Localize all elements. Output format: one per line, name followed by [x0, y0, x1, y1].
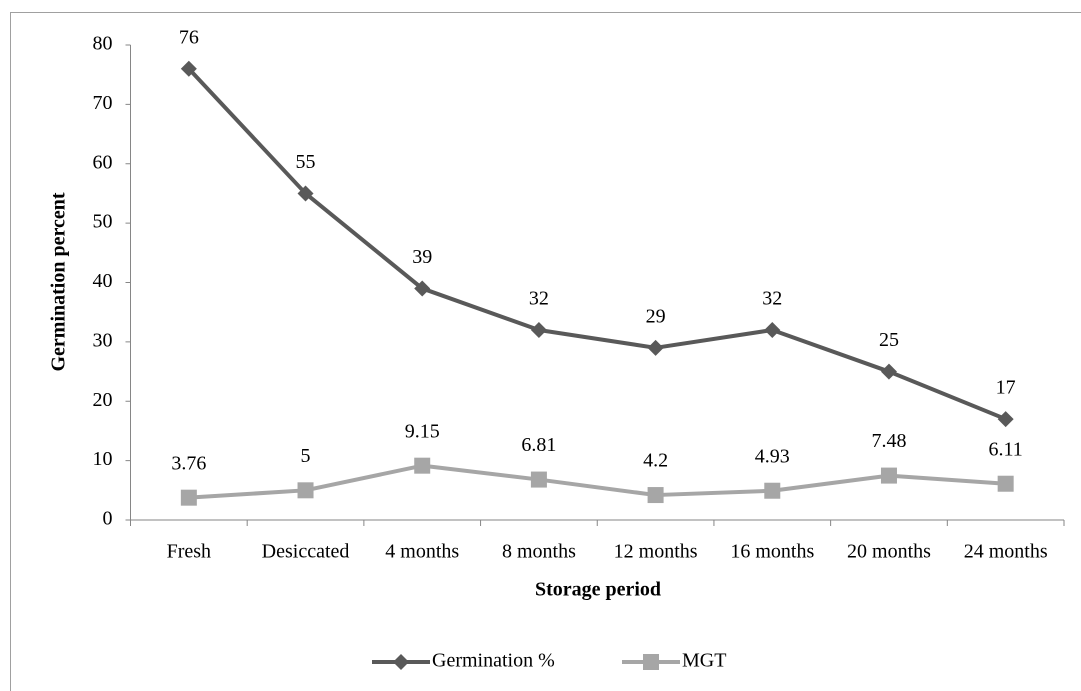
data-point — [414, 457, 431, 474]
data-label: 6.11 — [989, 438, 1023, 460]
series-line — [188, 463, 1006, 500]
x-tick-label: 4 months — [385, 541, 459, 563]
y-axis-title: Germination percent — [48, 192, 70, 371]
legend-label: Germination % — [432, 650, 555, 672]
legend-marker — [643, 654, 659, 670]
y-tick-label: 60 — [93, 151, 113, 173]
data-label: 32 — [762, 288, 782, 310]
data-point — [764, 482, 781, 499]
legend-marker — [393, 654, 409, 670]
x-tick-label: 8 months — [502, 541, 576, 563]
x-axis-title: Storage period — [535, 579, 661, 601]
data-point — [880, 467, 897, 484]
x-tick-label: 20 months — [847, 541, 931, 563]
data-label: 9.15 — [405, 420, 440, 442]
x-tick-label: 16 months — [730, 541, 814, 563]
data-point — [647, 487, 664, 504]
series-line — [187, 67, 1007, 421]
y-tick-label: 30 — [93, 329, 113, 351]
data-point — [997, 475, 1014, 492]
data-label: 5 — [301, 445, 311, 467]
data-label: 4.2 — [643, 450, 668, 472]
x-tick-label: 24 months — [964, 541, 1048, 563]
data-point — [764, 322, 781, 338]
data-point — [180, 489, 197, 506]
chart-border — [10, 12, 1081, 691]
legend-label: MGT — [682, 650, 726, 672]
data-label: 25 — [879, 329, 899, 351]
data-label: 17 — [996, 377, 1016, 399]
data-label: 55 — [296, 151, 316, 173]
data-point — [997, 411, 1014, 428]
data-label: 6.81 — [521, 434, 556, 456]
y-tick-label: 80 — [93, 33, 113, 55]
y-tick-label: 70 — [93, 92, 113, 114]
data-point — [530, 471, 547, 488]
x-tick-label: 12 months — [614, 541, 698, 563]
data-point — [180, 60, 197, 77]
data-label: 32 — [529, 288, 549, 310]
y-tick-label: 0 — [103, 508, 113, 530]
data-point — [530, 322, 547, 338]
data-point — [297, 482, 314, 499]
data-label: 39 — [412, 246, 432, 268]
y-tick-label: 50 — [93, 211, 113, 233]
data-label: 7.48 — [871, 430, 906, 452]
data-point — [414, 280, 431, 297]
y-tick-label: 10 — [93, 448, 113, 470]
data-label: 3.76 — [171, 452, 206, 474]
data-point — [647, 339, 664, 356]
x-tick-label: Fresh — [167, 541, 211, 563]
data-label: 76 — [179, 26, 199, 48]
y-tick-label: 40 — [93, 270, 113, 292]
data-label: 29 — [646, 305, 666, 327]
x-tick-label: Desiccated — [262, 541, 350, 563]
y-tick-label: 20 — [93, 389, 113, 411]
data-point — [880, 363, 897, 380]
data-label: 4.93 — [755, 445, 790, 467]
data-point — [297, 185, 314, 202]
